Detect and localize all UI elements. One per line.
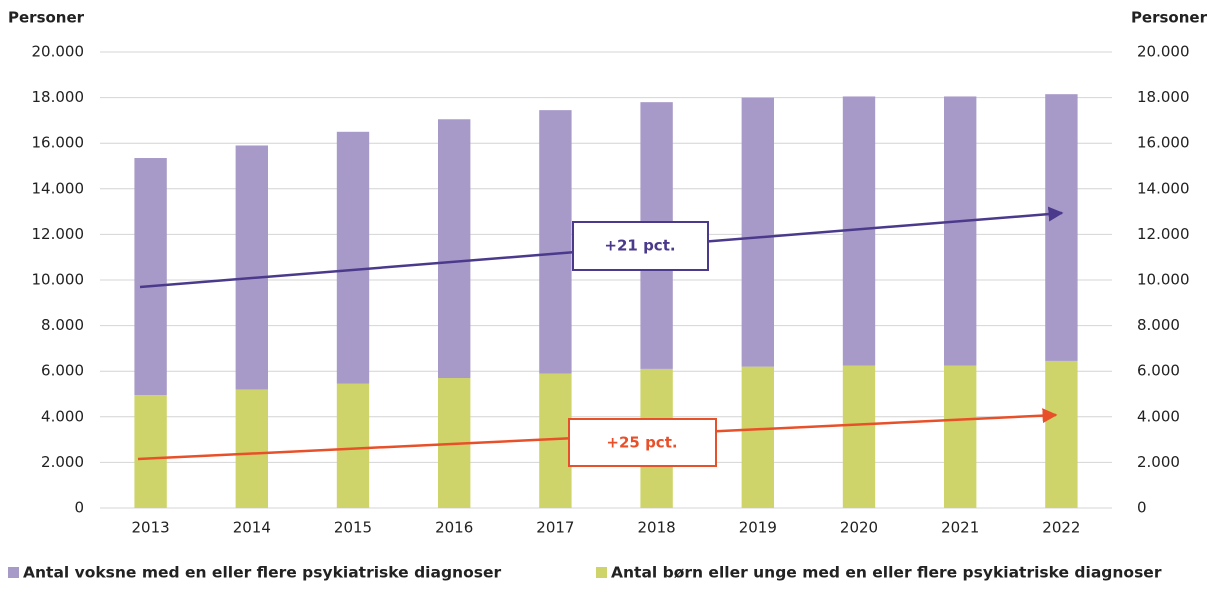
y2-tick-label: 6.000 (1137, 362, 1180, 380)
y2-tick-label: 20.000 (1137, 43, 1190, 61)
y-tick-label: 18.000 (32, 88, 85, 106)
y2-tick-label: 4.000 (1137, 407, 1180, 425)
annotation-box (572, 221, 709, 271)
bar-segment (741, 97, 774, 367)
y-tick-label: 16.000 (32, 134, 85, 152)
x-tick-label: 2020 (840, 519, 878, 537)
x-tick-label: 2019 (739, 519, 777, 537)
y2-tick-label: 16.000 (1137, 134, 1190, 152)
x-tick-label: 2016 (435, 519, 473, 537)
x-tick-label: 2015 (334, 519, 372, 537)
legend-label: Antal voksne med en eller flere psykiatr… (23, 564, 501, 582)
y-tick-label: 8.000 (41, 316, 84, 334)
bar-segment (1045, 94, 1078, 361)
annotation-box (568, 418, 717, 467)
y-tick-label: 14.000 (32, 179, 85, 197)
y-tick-label: 10.000 (32, 271, 85, 289)
y-tick-label: 6.000 (41, 362, 84, 380)
x-tick-label: 2014 (233, 519, 271, 537)
bar-segment (235, 389, 268, 508)
legend-label: Antal børn eller unge med en eller flere… (611, 564, 1162, 582)
y-tick-label: 4.000 (41, 407, 84, 425)
x-tick-label: 2018 (638, 519, 676, 537)
bar-segment (134, 158, 167, 396)
y-tick-label: 12.000 (32, 225, 85, 243)
bar-segment (741, 366, 774, 508)
y2-tick-label: 0 (1137, 499, 1147, 517)
x-tick-label: 2017 (536, 519, 574, 537)
y-tick-label: 0 (74, 499, 84, 517)
bar-segment (336, 383, 370, 508)
bar-segment (235, 145, 268, 390)
y2-tick-label: 8.000 (1137, 316, 1180, 334)
bar-segment (438, 119, 471, 379)
y2-tick-label: 10.000 (1137, 271, 1190, 289)
y-tick-label: 20.000 (32, 43, 85, 61)
bar-segment (539, 110, 572, 374)
y2-axis-label: Personer (1131, 9, 1208, 27)
y-tick-label: 2.000 (41, 453, 84, 471)
y2-tick-label: 14.000 (1137, 179, 1190, 197)
bar-segment (944, 96, 977, 366)
annotation: +21 pct. (604, 237, 675, 255)
y2-tick-label: 12.000 (1137, 225, 1190, 243)
legend-swatch (596, 567, 607, 578)
annotation: +25 pct. (606, 434, 677, 452)
bar-segment (336, 131, 370, 384)
x-tick-label: 2021 (941, 519, 979, 537)
bar-segment (842, 365, 876, 508)
y-axis-label: Personer (8, 9, 85, 27)
bar-segment (134, 395, 167, 508)
x-tick-label: 2022 (1042, 519, 1080, 537)
bar-segment (944, 365, 977, 508)
x-tick-label: 2013 (132, 519, 170, 537)
bar-segment (1045, 360, 1078, 508)
y2-tick-label: 2.000 (1137, 453, 1180, 471)
legend-swatch (8, 567, 19, 578)
y2-tick-label: 18.000 (1137, 88, 1190, 106)
